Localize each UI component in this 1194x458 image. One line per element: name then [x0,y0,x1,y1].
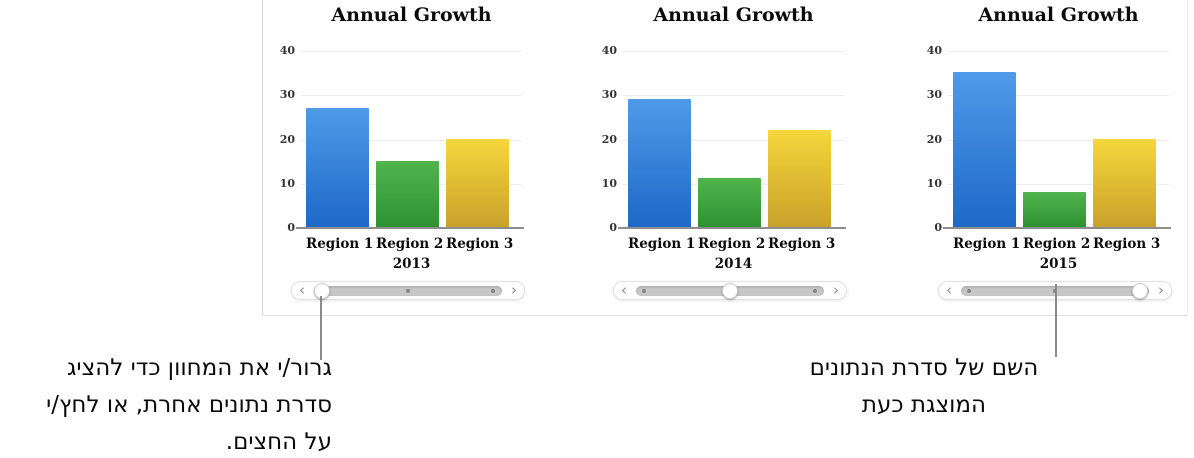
x-axis-label: Region 1 [953,236,1021,252]
prev-arrow-button[interactable]: ‹ [621,281,627,299]
next-arrow-button[interactable]: › [511,281,517,299]
callout-line-series-name [1055,284,1057,357]
y-axis-tick-label: 30 [279,88,295,102]
slider-thumb[interactable] [1131,282,1148,299]
chart-plot-area: 40 30 20 10 0 [280,44,524,234]
gridline [948,183,1169,185]
x-axis-labels: Region 1 Region 2 Region 3 [263,236,525,252]
callout-text-series-name: השם של סדרת הנתונים המוצגת כעת [790,350,1058,424]
slider-track[interactable] [313,282,502,299]
series-year-label: 2015 [1039,256,1078,272]
gridline [948,95,1169,97]
gridline [948,51,1169,52]
slider-position-dot [966,288,971,293]
y-axis-tick-label: 20 [926,132,942,146]
bar-chart-2014: Annual Growth 40 30 20 10 0 Region 1 Region 2… [585,0,847,316]
bar-chart-2015: Annual Growth 40 30 20 10 0 Region 1 Region 2… [910,0,1172,316]
x-axis-labels: Region 1 Region 2 Region 3 [585,236,847,252]
bar-region-2[interactable] [376,160,439,227]
y-axis-tick-label: 40 [601,44,617,57]
gridline [623,51,844,52]
bar-region-3[interactable] [768,129,831,227]
slider-track[interactable] [636,282,824,299]
callout-line-3: על החצים. [225,429,332,455]
chart-title: Annual Growth [978,4,1139,26]
bar-region-1[interactable] [306,107,369,227]
slider-position-dot [490,288,495,293]
callout-line-slider [320,296,322,360]
x-axis-label: Region 3 [1093,236,1161,252]
series-slider[interactable]: ‹ › [291,281,525,300]
next-arrow-button[interactable]: › [1158,281,1164,299]
chart-title: Annual Growth [653,4,814,26]
y-axis-tick-label: 10 [279,176,295,190]
slider-position-dot [812,288,817,293]
bar-region-2[interactable] [1023,191,1086,227]
gridline [623,95,844,97]
next-arrow-button[interactable]: › [833,281,839,299]
gridline [623,139,844,141]
x-axis-label: Region 2 [1023,236,1091,252]
slider-position-dot [406,288,410,293]
callout-text-drag-slider: גרור/י את המחוון כדי להציג סדרת נתונים א… [0,350,332,458]
chart-sheet-panel: Annual Growth 40 30 20 10 0 Region 1 Region 2… [262,0,1188,316]
callout-line-1: גרור/י את המחוון כדי להציג [66,355,332,381]
x-axis-label: Region 2 [698,236,766,252]
chart-plot-area: 40 30 20 10 0 [927,44,1171,234]
bar-region-3[interactable] [1093,138,1156,227]
gridline [301,51,522,52]
callout-line-1: השם של סדרת הנתונים [809,355,1039,381]
y-axis-tick-label: 10 [926,176,942,190]
bar-region-2[interactable] [698,178,761,227]
chart-plot-area: 40 30 20 10 0 [602,44,846,234]
gridline [301,139,522,141]
chart-title: Annual Growth [331,4,492,26]
y-axis-tick-label: 40 [926,44,942,57]
series-year-label: 2014 [714,256,753,272]
slider-position-dot [641,288,646,293]
y-axis-tick-label: 30 [926,88,942,102]
callout-line-2: המוצגת כעת [861,392,987,418]
callout-line-2: סדרת נתונים אחרת, או לחץ/י [46,392,332,418]
prev-arrow-button[interactable]: ‹ [946,281,952,299]
bar-chart-2013: Annual Growth 40 30 20 10 0 Region 1 Region 2… [263,0,525,316]
slider-thumb[interactable] [722,282,738,299]
y-axis-tick-label: 30 [601,88,617,102]
prev-arrow-button[interactable]: ‹ [299,281,305,299]
gridline [948,139,1169,141]
y-axis-tick-label: 0 [934,221,942,234]
x-axis-label: Region 3 [768,236,836,252]
bar-region-3[interactable] [446,138,509,227]
series-slider[interactable]: ‹ › [613,281,847,300]
x-axis-label: Region 1 [628,236,696,252]
x-axis-label: Region 3 [446,236,514,252]
y-axis-tick-label: 20 [601,132,617,146]
y-axis-tick-label: 0 [609,221,617,234]
x-axis-label: Region 1 [306,236,374,252]
gridline [301,95,522,97]
y-axis-tick-label: 40 [279,44,295,57]
y-axis-tick-label: 0 [287,221,295,234]
bar-region-1[interactable] [628,98,691,227]
bar-region-1[interactable] [953,72,1016,227]
y-axis-tick-label: 10 [601,176,617,190]
x-axis-labels: Region 1 Region 2 Region 3 [910,236,1172,252]
series-year-label: 2013 [392,256,431,272]
x-axis-label: Region 2 [376,236,444,252]
y-axis-tick-label: 20 [279,132,295,146]
